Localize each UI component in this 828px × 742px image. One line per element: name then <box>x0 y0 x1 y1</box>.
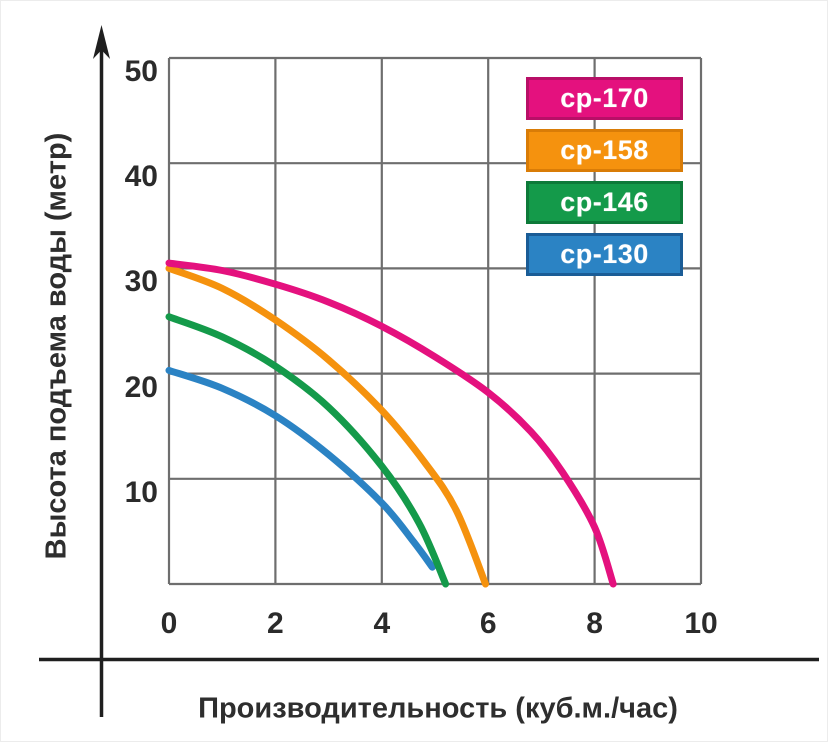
legend-item-cp-146: ср-146 <box>526 181 683 224</box>
x-tick-label-6: 6 <box>479 607 497 640</box>
legend: ср-170 ср-158 ср-146 ср-130 <box>526 77 683 276</box>
y-axis-title: Высота подъема воды (метр) <box>40 132 73 560</box>
x-tick-label-10: 10 <box>684 607 718 640</box>
y-tick-label-40: 40 <box>124 160 158 194</box>
curve-cp-146 <box>165 313 450 588</box>
legend-item-cp-130: ср-130 <box>526 233 683 276</box>
legend-label: ср-158 <box>560 135 649 165</box>
curve-cp-130 <box>165 366 436 571</box>
pump-curves <box>165 259 617 588</box>
y-tick-label-10: 10 <box>124 475 158 509</box>
x-tick-label-8: 8 <box>586 607 603 640</box>
x-tick-label-2: 2 <box>267 607 284 640</box>
legend-item-cp-158: ср-158 <box>526 129 683 172</box>
axes <box>39 25 819 717</box>
y-tick-label-30: 30 <box>124 265 158 299</box>
x-tick-label-4: 4 <box>373 607 391 640</box>
x-axis-title: Производительность (куб.м./час) <box>198 692 678 725</box>
y-tick-label-20: 20 <box>124 370 158 404</box>
legend-item-cp-170: ср-170 <box>526 77 683 120</box>
legend-label: ср-170 <box>560 83 649 113</box>
y-axis-arrow-icon <box>93 25 110 59</box>
x-tick-label-0: 0 <box>160 607 178 640</box>
y-tick-label-50: 50 <box>124 55 158 88</box>
curve-cp-170 <box>165 259 617 588</box>
legend-label: ср-146 <box>560 187 649 217</box>
legend-label: ср-130 <box>560 239 649 269</box>
curve-cp-158 <box>165 264 489 588</box>
